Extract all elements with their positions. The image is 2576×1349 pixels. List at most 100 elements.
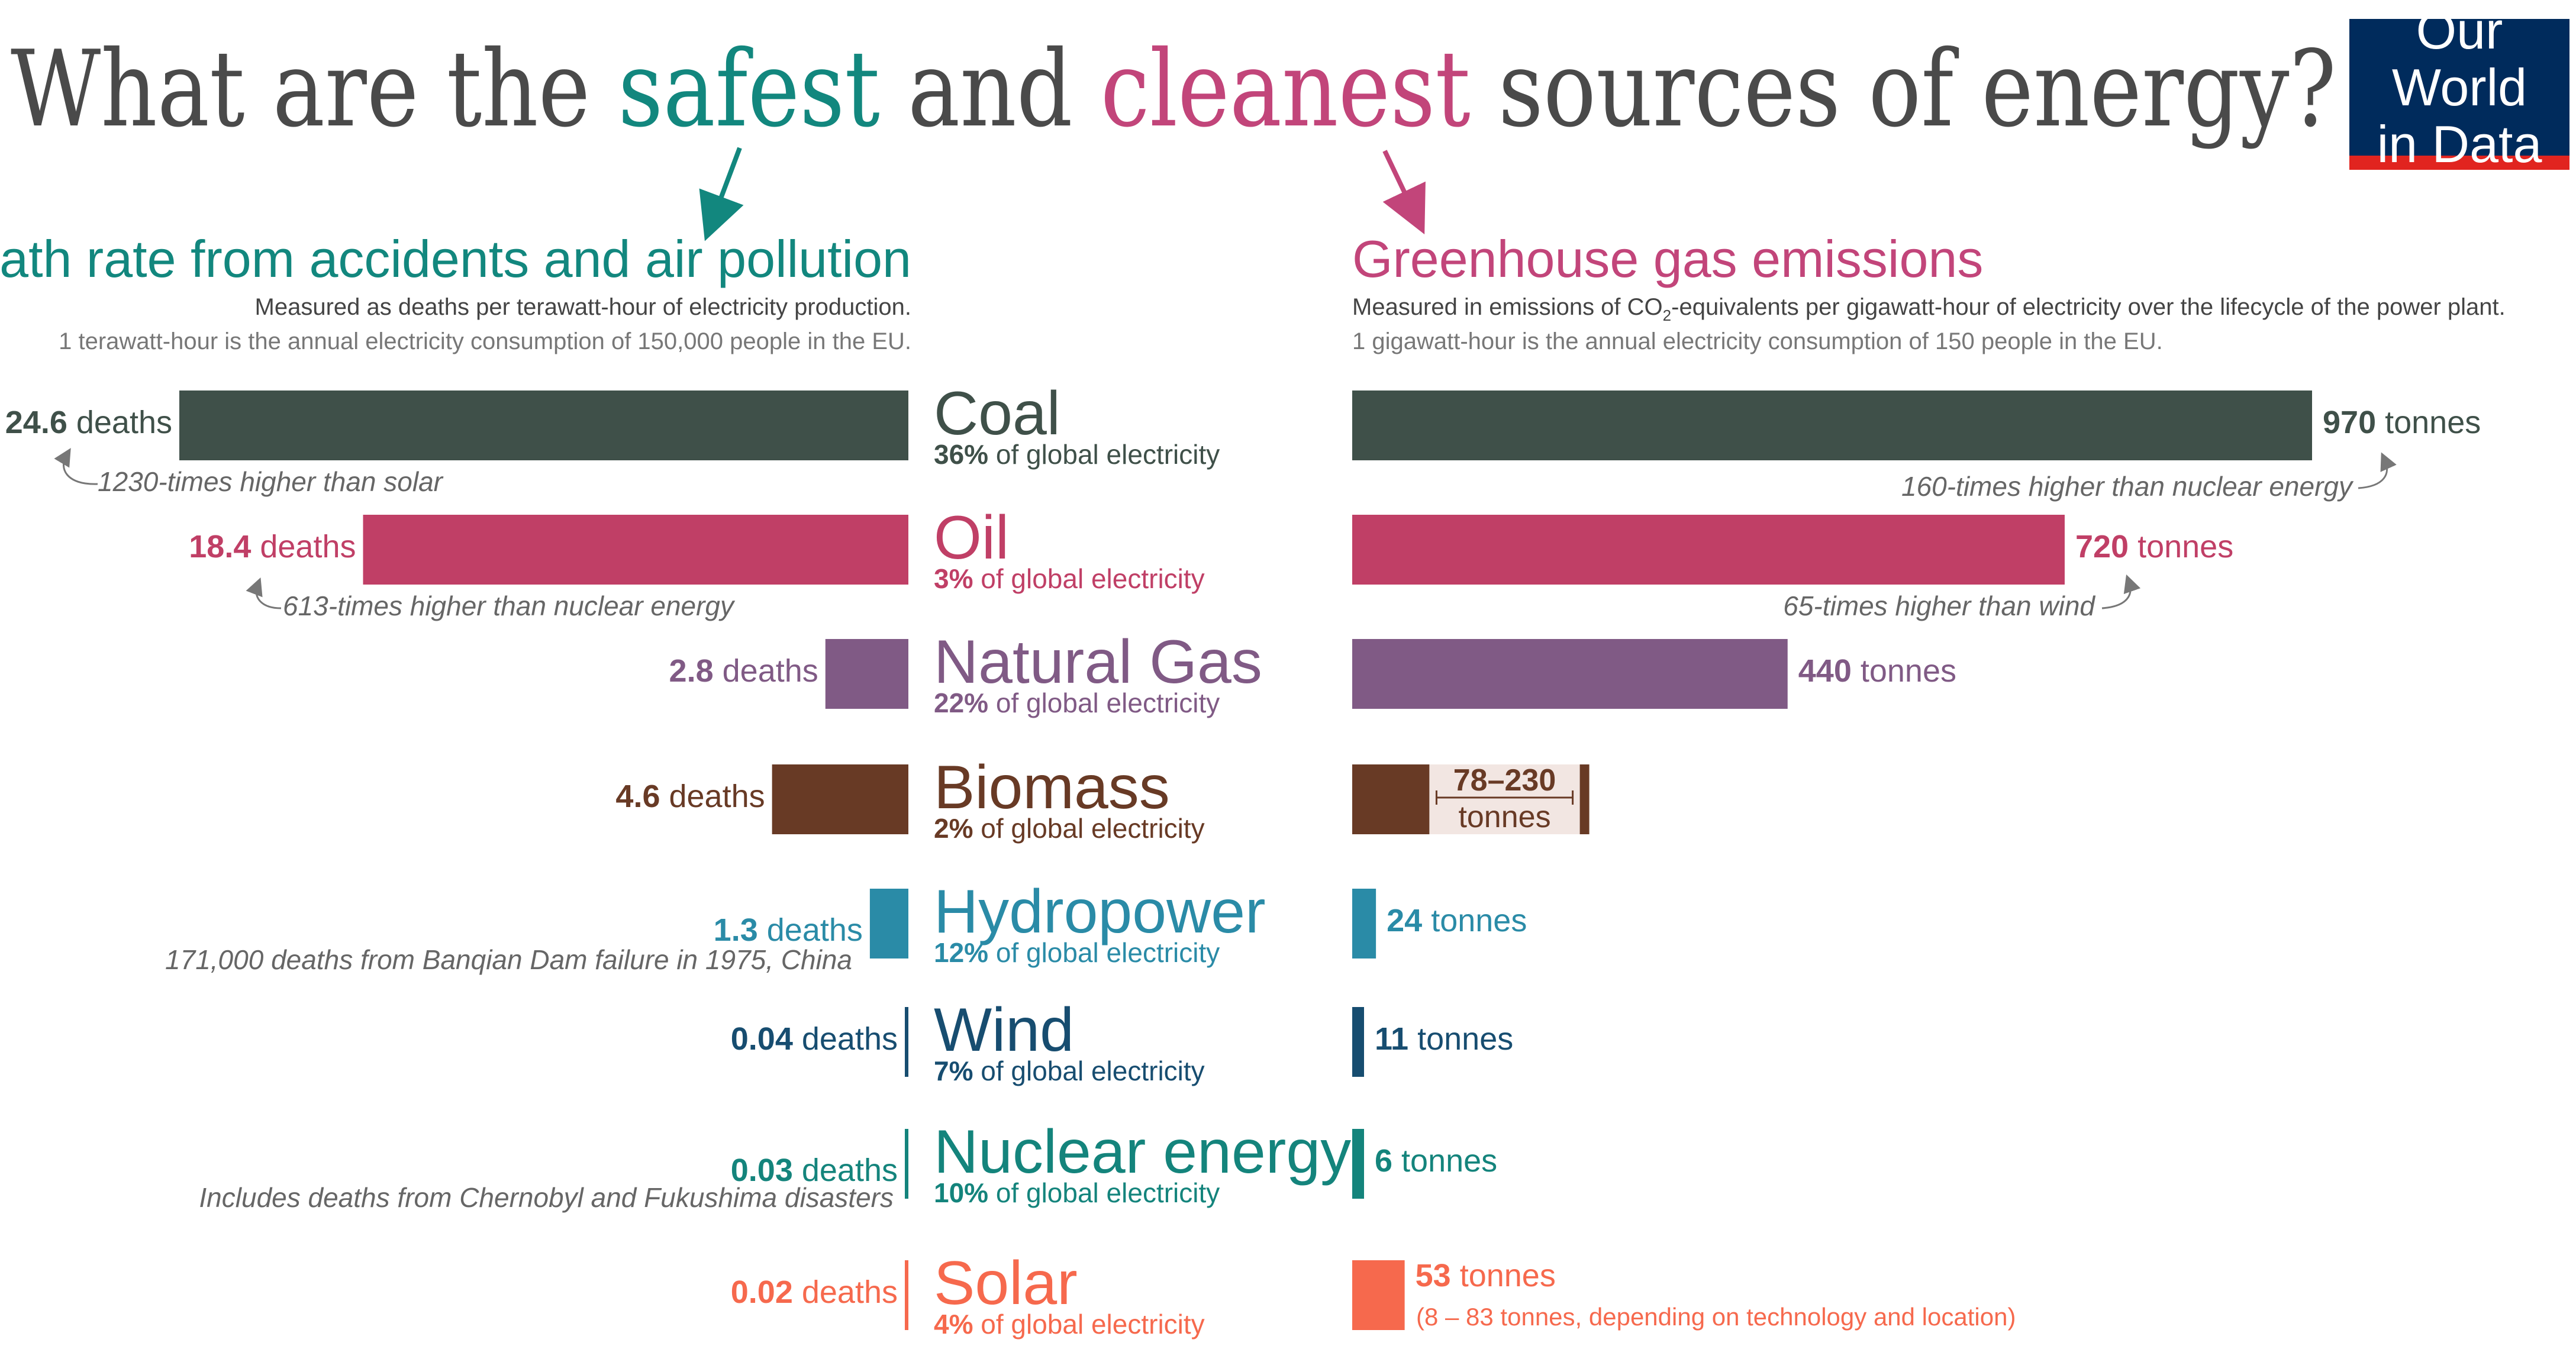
death-value-label-nuclear-energy-part: 0.03: [731, 1153, 793, 1188]
title-part1: What are the: [11, 28, 618, 150]
title-part2: and: [880, 28, 1101, 150]
emission-value-label-nuclear-energy-part: 6: [1375, 1143, 1392, 1179]
death-bar-biomass: [772, 764, 908, 834]
emission-bar-nuclear-energy: [1352, 1129, 1364, 1199]
annotation-arrow-oil-deaths: [246, 577, 282, 609]
title-cleanest: cleanest: [1101, 28, 1471, 150]
share-label-oil-part: of global electricity: [973, 563, 1204, 594]
share-label-biomass: 2% of global electricity: [934, 813, 1205, 844]
death-value-label-wind: 0.04 deaths: [731, 1021, 898, 1057]
annotation-oil-emissions: 65-times higher than wind: [1783, 590, 2095, 621]
emission-value-label-coal-part: tonnes: [2376, 405, 2481, 440]
share-label-solar: 4% of global electricity: [934, 1309, 1205, 1340]
annotation-nuclear-deaths: Includes deaths from Chernobyl and Fukus…: [199, 1182, 894, 1213]
source-name-nuclear-energy: Nuclear energy: [934, 1118, 1351, 1186]
emission-value-label-coal: 970 tonnes: [2323, 405, 2481, 440]
share-label-wind: 7% of global electricity: [934, 1056, 1205, 1086]
emission-value-label-hydropower: 24 tonnes: [1387, 903, 1527, 938]
emission-bar-biomass-max-cap: [1579, 764, 1590, 834]
share-label-hydropower-part: 12%: [934, 937, 988, 968]
death-value-label-coal-part: 24.6: [5, 405, 67, 440]
emission-bar-coal: [1352, 390, 2312, 460]
emission-value-label-hydropower-part: 24: [1387, 903, 1422, 938]
emission-value-label-oil: 720 tonnes: [2075, 529, 2233, 564]
share-label-nuclear-energy-part: of global electricity: [988, 1177, 1220, 1208]
logo-line1: Our World: [2391, 1, 2527, 117]
left-panel-note: 1 terawatt-hour is the annual electricit…: [59, 328, 911, 354]
annotation-arrow-oil-emissions: [2101, 574, 2141, 609]
title-part3: sources of energy?: [1471, 28, 2336, 150]
death-value-label-natural-gas-part: 2.8: [669, 653, 714, 689]
death-value-label-solar-part: deaths: [793, 1274, 898, 1310]
death-value-label-natural-gas-part: deaths: [714, 653, 818, 689]
emission-value-label-hydropower-part: tonnes: [1422, 903, 1527, 938]
death-bar-coal: [179, 390, 908, 460]
death-value-label-nuclear-energy: 0.03 deaths: [731, 1153, 898, 1188]
source-name-hydropower: Hydropower: [934, 877, 1266, 946]
share-label-solar-part: 4%: [934, 1309, 973, 1340]
page-title: What are the safest and cleanest sources…: [11, 28, 2336, 150]
annotation-solar-emissions: (8 – 83 tonnes, depending on technology …: [1416, 1303, 2016, 1331]
annotation-oil-deaths: 613-times higher than nuclear energy: [283, 590, 736, 621]
share-label-nuclear-energy-part: 10%: [934, 1177, 988, 1208]
share-label-hydropower: 12% of global electricity: [934, 937, 1220, 968]
source-name-oil: Oil: [934, 504, 1009, 572]
death-value-label-wind-part: deaths: [793, 1021, 898, 1057]
source-name-coal: Coal: [934, 379, 1060, 448]
emission-bar-hydropower: [1352, 889, 1376, 958]
death-bar-natural-gas: [825, 639, 908, 709]
right-panel-note: 1 gigawatt-hour is the annual electricit…: [1352, 328, 2163, 354]
annotation-arrow-coal-deaths: [54, 448, 98, 485]
death-bar-wind: [905, 1007, 908, 1077]
emission-bar-oil: [1352, 515, 2065, 585]
death-value-label-coal: 24.6 deaths: [5, 405, 172, 440]
share-label-wind-part: of global electricity: [973, 1056, 1204, 1086]
emission-value-label-natural-gas-part: 440: [1798, 653, 1852, 689]
emission-value-label-wind-part: tonnes: [1408, 1021, 1513, 1057]
emission-value-label-oil-part: tonnes: [2129, 529, 2233, 564]
emission-value-label-oil-part: 720: [2075, 529, 2129, 564]
share-label-oil: 3% of global electricity: [934, 563, 1205, 594]
title-safest: safest: [618, 28, 879, 150]
death-bar-nuclear-energy: [905, 1129, 908, 1199]
death-value-label-oil-part: deaths: [251, 529, 356, 564]
emission-value-label-coal-part: 970: [2323, 405, 2376, 440]
subtitle-post: -equivalents per gigawatt-hour of electr…: [1671, 294, 2506, 320]
death-value-label-hydropower: 1.3 deaths: [714, 912, 863, 948]
emission-value-label-wind: 11 tonnes: [1375, 1021, 1513, 1057]
right-panel-subtitle: Measured in emissions of CO2-equivalents…: [1352, 294, 2506, 324]
annotation-coal-deaths: 1230-times higher than solar: [98, 466, 444, 497]
source-name-natural-gas: Natural Gas: [934, 628, 1262, 696]
share-label-oil-part: 3%: [934, 563, 973, 594]
death-value-label-hydropower-part: deaths: [758, 912, 863, 948]
emission-value-label-solar-part: 53: [1416, 1258, 1451, 1293]
share-label-coal-part: 36%: [934, 439, 988, 470]
annotation-hydro-deaths: 171,000 deaths from Banqian Dam failure …: [165, 944, 852, 975]
death-value-label-biomass-part: deaths: [660, 779, 765, 814]
share-label-wind-part: 7%: [934, 1056, 973, 1086]
right-panel-title: Greenhouse gas emissions: [1352, 230, 1983, 288]
death-value-label-oil: 18.4 deaths: [189, 529, 356, 564]
emission-value-label-nuclear-energy: 6 tonnes: [1375, 1143, 1497, 1179]
share-label-natural-gas-part: of global electricity: [988, 688, 1220, 718]
share-label-natural-gas: 22% of global electricity: [934, 688, 1220, 718]
annotation-coal-emissions: 160-times higher than nuclear energy: [1901, 471, 2354, 502]
logo-line2: in Data: [2377, 114, 2542, 173]
death-bar-hydropower: [869, 889, 908, 958]
source-name-biomass: Biomass: [934, 753, 1170, 822]
share-label-solar-part: of global electricity: [973, 1309, 1204, 1340]
emission-bar-biomass-min: [1352, 764, 1430, 834]
emission-value-label-solar-part: tonnes: [1451, 1258, 1556, 1293]
death-value-label-solar: 0.02 deaths: [731, 1274, 898, 1310]
death-value-label-hydropower-part: 1.3: [714, 912, 758, 948]
annotation-arrow-coal-emissions: [2358, 452, 2397, 489]
death-value-label-biomass-part: 4.6: [615, 779, 660, 814]
left-panel-title: Death rate from accidents and air pollut…: [0, 230, 911, 288]
emission-bar-solar: [1352, 1260, 1405, 1330]
source-name-wind: Wind: [934, 996, 1074, 1064]
source-name-solar: Solar: [934, 1249, 1078, 1318]
death-value-label-wind-part: 0.04: [731, 1021, 793, 1057]
